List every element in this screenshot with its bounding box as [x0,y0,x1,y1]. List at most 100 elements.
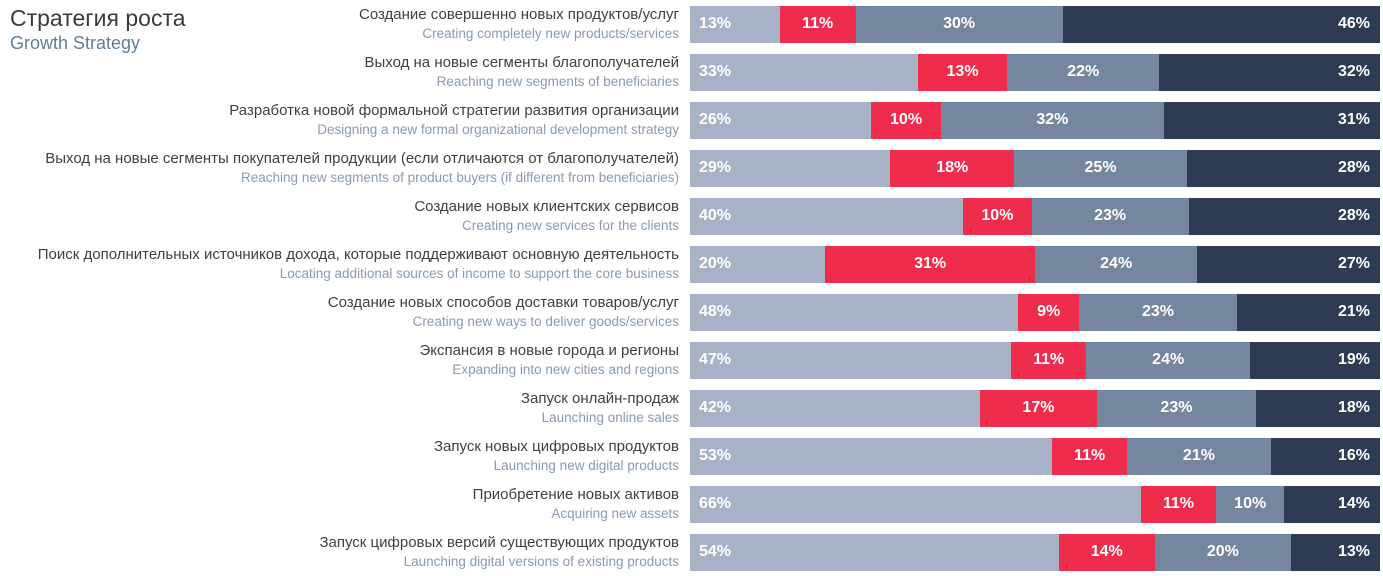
row-label-ru: Выход на новые сегменты покупателей прод… [45,150,679,168]
bar-segment-2: 11% [779,5,856,43]
row-labels: Запуск новых цифровых продуктов Launching… [0,437,690,474]
row-label-ru: Приобретение новых активов [472,486,679,504]
bar-segment-3: 23% [1031,197,1189,235]
chart-row: Запуск новых цифровых продуктов Launching… [0,432,1383,480]
row-label-en: Expanding into new cities and regions [452,361,679,377]
bar-segment-3: 20% [1154,533,1292,571]
segment-value-label: 27% [1337,255,1370,272]
bar-segment-4: 32% [1159,53,1380,91]
bar-segment-1: 48% [690,293,1018,331]
bar-segment-4: 14% [1284,485,1380,523]
segment-value-label: 11% [1162,495,1195,512]
segment-value-label: 23% [1094,207,1127,224]
segment-value-label: 48% [699,303,732,320]
row-label-en: Reaching new segments of product buyers … [241,169,679,185]
row-label-en: Acquiring new assets [551,505,679,521]
row-labels: Разработка новой формальной стратегии ра… [0,101,690,138]
segment-value-label: 30% [943,15,976,32]
segment-value-label: 66% [699,495,732,512]
row-labels: Выход на новые сегменты благополучателей… [0,53,690,90]
bar-segment-1: 33% [690,53,918,91]
stacked-bar: 53% 11% 21% 16% [690,437,1380,475]
bar-segment-2: 11% [1140,485,1217,523]
segment-value-label: 33% [699,63,732,80]
segment-value-label: 26% [699,111,732,128]
bar-segment-1: 54% [690,533,1059,571]
row-label-ru: Экспансия в новые города и регионы [419,342,679,360]
stacked-bar: 13% 11% 30% 46% [690,5,1380,43]
bar-segment-1: 53% [690,437,1053,475]
chart-title-ru: Стратегия роста [10,5,186,31]
bar-segment-2: 14% [1058,533,1155,571]
row-label-en: Creating new ways to deliver goods/servi… [412,313,679,329]
segment-value-label: 19% [1337,351,1370,368]
row-label-ru: Выход на новые сегменты благополучателей [364,54,679,72]
bar-segment-2: 11% [1052,437,1128,475]
segment-value-label: 40% [699,207,732,224]
bar-segment-1: 40% [690,197,964,235]
stacked-bar: 29% 18% 25% 28% [690,149,1380,187]
bar-segment-4: 18% [1255,389,1380,427]
bar-segment-2: 9% [1017,293,1080,331]
bar-segment-4: 31% [1163,101,1380,139]
row-label-ru: Поиск дополнительных источников дохода, … [37,246,679,264]
segment-value-label: 21% [1337,303,1370,320]
row-label-en: Designing a new formal organizational de… [317,121,679,137]
segment-value-label: 10% [1234,495,1267,512]
stacked-bar: 48% 9% 23% 21% [690,293,1380,331]
bar-segment-4: 27% [1197,245,1380,283]
stacked-bar: 20% 31% 24% 27% [690,245,1380,283]
segment-value-label: 54% [699,543,732,560]
segment-value-label: 24% [1100,255,1133,272]
chart-row: Запуск цифровых версий существующих прод… [0,528,1383,576]
bar-segment-3: 25% [1014,149,1187,187]
segment-value-label: 23% [1141,303,1174,320]
bar-segment-1: 29% [690,149,891,187]
bar-segment-1: 66% [690,485,1141,523]
bar-segment-2: 18% [890,149,1015,187]
segment-value-label: 18% [936,159,969,176]
bar-segment-1: 20% [690,245,826,283]
row-labels: Создание совершенно новых продуктов/услу… [0,5,690,42]
segment-value-label: 13% [946,63,979,80]
segment-value-label: 53% [699,447,732,464]
stacked-bar: 66% 11% 10% 14% [690,485,1380,523]
chart-row: Создание новых способов доставки товаров… [0,288,1383,336]
bar-segment-3: 23% [1079,293,1237,331]
bar-segment-2: 11% [1011,341,1087,379]
segment-value-label: 29% [699,159,732,176]
segment-value-label: 17% [1022,399,1055,416]
segment-value-label: 9% [1037,303,1061,320]
row-labels: Приобретение новых активов Acquiring new … [0,485,690,522]
segment-value-label: 31% [1337,111,1370,128]
chart-row: Разработка новой формальной стратегии ра… [0,96,1383,144]
stacked-bar: 47% 11% 24% 19% [690,341,1380,379]
segment-value-label: 46% [1337,15,1370,32]
row-label-ru: Разработка новой формальной стратегии ра… [229,102,679,120]
segment-value-label: 14% [1090,543,1123,560]
bar-segment-1: 42% [690,389,980,427]
segment-value-label: 28% [1337,159,1370,176]
row-labels: Экспансия в новые города и регионы Expand… [0,341,690,378]
chart-row: Выход на новые сегменты благополучателей… [0,48,1383,96]
segment-value-label: 10% [981,207,1014,224]
bar-segment-3: 21% [1127,437,1271,475]
segment-value-label: 16% [1337,447,1370,464]
stacked-bar: 26% 10% 32% 31% [690,101,1380,139]
bar-segment-2: 10% [963,197,1032,235]
row-label-en: Creating completely new products/service… [422,25,679,41]
row-label-ru: Создание совершенно новых продуктов/услу… [358,6,679,24]
segment-value-label: 25% [1084,159,1117,176]
bar-segment-3: 23% [1097,389,1256,427]
row-labels: Запуск онлайн-продаж Launching online sal… [0,389,690,426]
row-labels: Создание новых способов доставки товаров… [0,293,690,330]
row-label-en: Launching digital versions of existing p… [403,553,679,569]
stacked-bar: 42% 17% 23% 18% [690,389,1380,427]
segment-value-label: 23% [1160,399,1193,416]
stacked-bar: 54% 14% 20% 13% [690,533,1380,571]
row-label-en: Creating new services for the clients [462,217,679,233]
bar-segment-2: 31% [825,245,1035,283]
segment-value-label: 11% [802,15,834,32]
segment-value-label: 10% [890,111,923,128]
